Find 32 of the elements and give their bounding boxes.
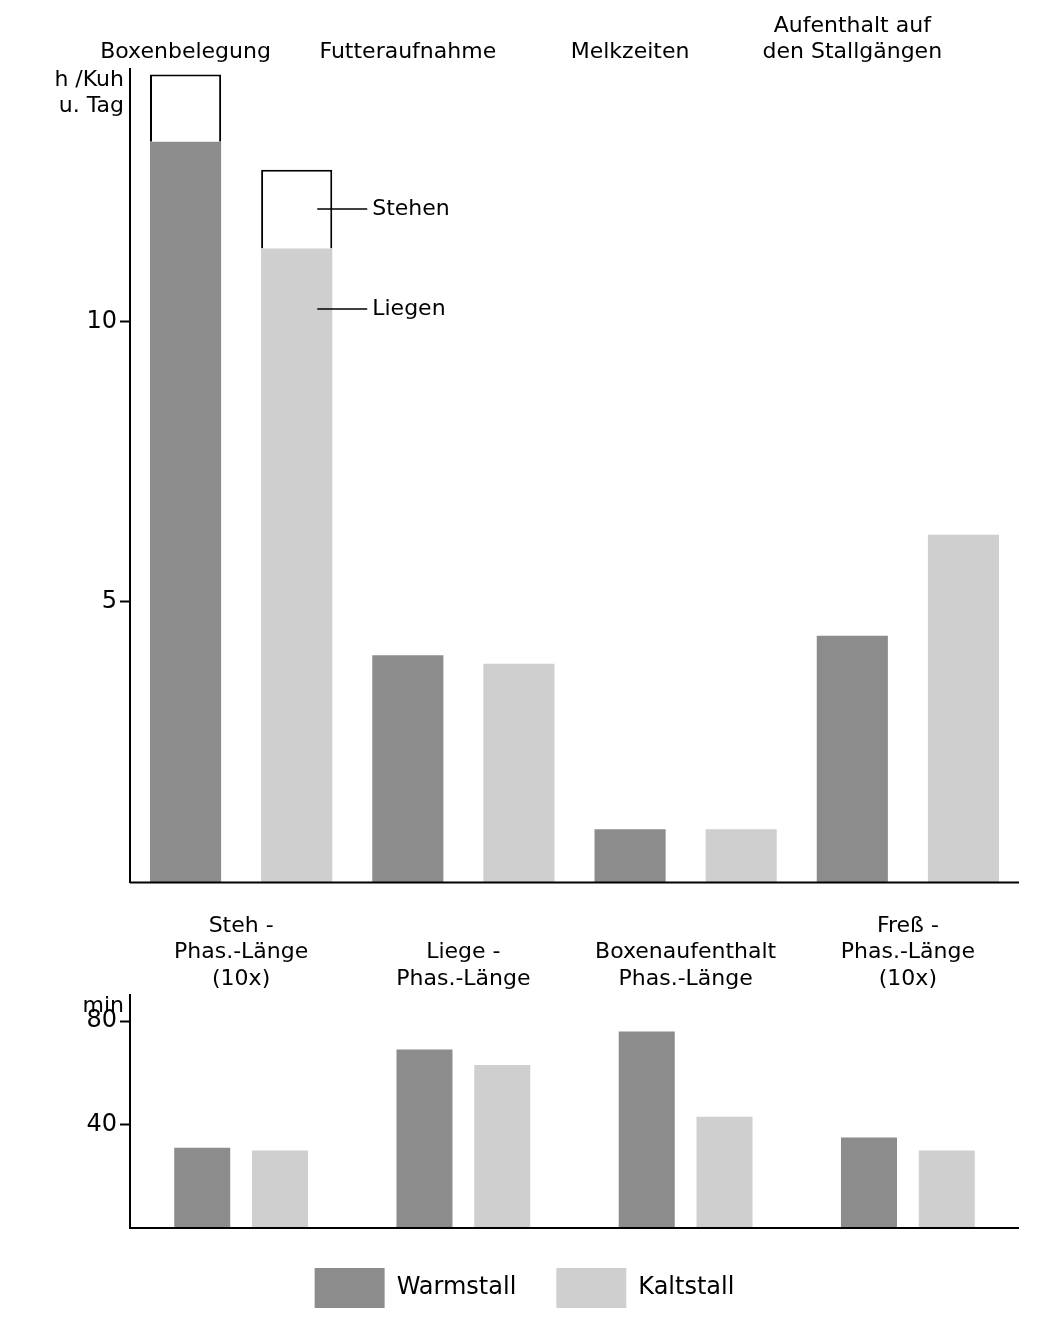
x-tick-label: Liege - Phas.-Länge	[396, 938, 531, 990]
x-tick-label: Boxenaufenthalt Phas.-Länge	[595, 938, 777, 990]
bar	[927, 534, 999, 883]
bar	[594, 829, 666, 883]
bar	[174, 1147, 231, 1228]
x-tick-label: Boxenbelegung	[100, 38, 271, 64]
bar	[816, 635, 888, 883]
bar	[150, 141, 222, 883]
y-tick-label: 10	[86, 305, 117, 334]
annotation: Liegen	[372, 294, 446, 320]
legend-label: Warmstall	[396, 1272, 517, 1301]
x-tick-label: Freß - Phas.-Länge (10x)	[840, 911, 976, 990]
bar	[618, 1031, 675, 1228]
bar	[705, 829, 777, 883]
series-label: Stehen	[372, 194, 450, 220]
legend-label: Kaltstall	[638, 1272, 735, 1301]
y-axis-title: h /Kuh u. Tag	[54, 65, 124, 117]
bar	[483, 663, 555, 883]
bar	[840, 1137, 897, 1228]
bar	[261, 248, 333, 883]
y-tick-label: 40	[86, 1108, 117, 1137]
x-tick-label: Futteraufnahme	[319, 38, 497, 64]
bar	[396, 1049, 453, 1228]
y-tick-label: 5	[101, 586, 117, 615]
x-tick-label: Aufenthalt auf den Stallgängen	[762, 11, 943, 64]
bar	[372, 655, 444, 883]
bar	[252, 1150, 309, 1228]
bar	[696, 1116, 753, 1228]
bar	[474, 1065, 531, 1228]
bar	[918, 1150, 975, 1228]
x-tick-label: Steh - Phas.-Länge (10x)	[173, 911, 309, 990]
x-tick-label: Melkzeiten	[570, 38, 690, 64]
